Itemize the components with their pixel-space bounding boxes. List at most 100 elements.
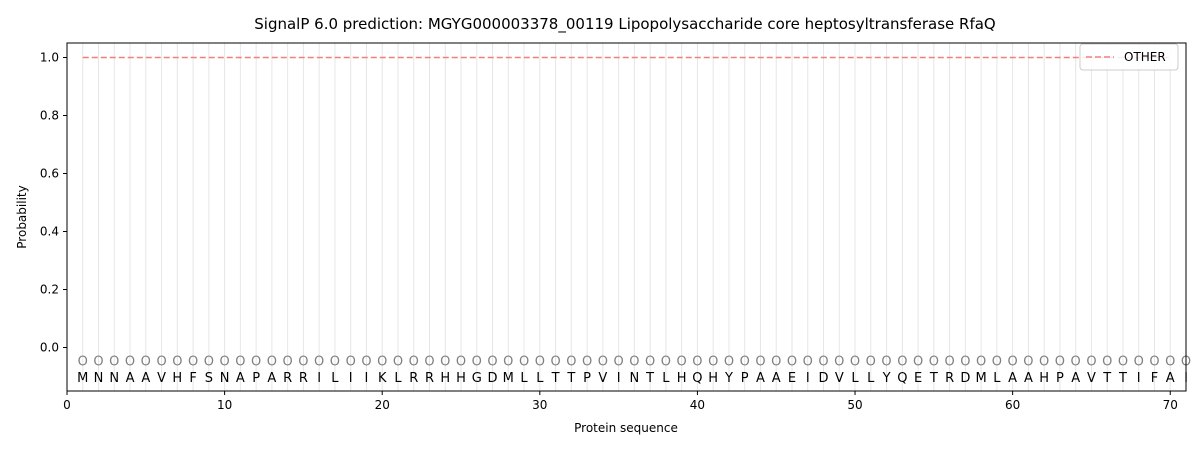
residue-label: R bbox=[409, 371, 418, 386]
residue-label: A bbox=[126, 371, 135, 386]
y-tick-label: 0.8 bbox=[40, 109, 59, 123]
region-marker: O bbox=[141, 355, 151, 370]
residue-label: D bbox=[488, 371, 498, 386]
x-tick-label: 40 bbox=[690, 398, 705, 412]
residue-label: I bbox=[617, 371, 621, 386]
region-marker: O bbox=[346, 355, 356, 370]
residue-label: N bbox=[630, 371, 640, 386]
y-axis-label: Probability bbox=[15, 185, 29, 248]
residue-label: T bbox=[566, 371, 575, 386]
region-marker: O bbox=[487, 355, 497, 370]
region-marker: O bbox=[1086, 355, 1096, 370]
x-tick-label: 10 bbox=[217, 398, 232, 412]
residue-label: M bbox=[976, 371, 987, 386]
residue-label: R bbox=[299, 371, 308, 386]
region-marker: O bbox=[787, 355, 797, 370]
residue-label: T bbox=[1102, 371, 1111, 386]
residue-label: I bbox=[317, 371, 321, 386]
region-marker: O bbox=[109, 355, 119, 370]
residue-label: H bbox=[1039, 371, 1049, 386]
region-marker: O bbox=[1165, 355, 1175, 370]
region-marker: O bbox=[1039, 355, 1049, 370]
residue-label: Q bbox=[692, 371, 702, 386]
residue-label: L bbox=[867, 371, 875, 386]
residue-label: G bbox=[472, 371, 482, 386]
region-marker: O bbox=[881, 355, 891, 370]
region-marker: O bbox=[850, 355, 860, 370]
region-marker: O bbox=[219, 355, 229, 370]
region-marker: O bbox=[629, 355, 639, 370]
region-marker: O bbox=[472, 355, 482, 370]
residue-label: A bbox=[236, 371, 245, 386]
region-marker: O bbox=[550, 355, 560, 370]
y-tick-label: 0.2 bbox=[40, 283, 59, 297]
region-marker: O bbox=[298, 355, 308, 370]
x-axis-label: Protein sequence bbox=[574, 421, 678, 435]
region-marker: O bbox=[708, 355, 718, 370]
x-axis-ticks: 0 10 20 30 40 50 60 70 bbox=[63, 391, 1178, 412]
region-marker: O bbox=[897, 355, 907, 370]
chart-title: SignalP 6.0 prediction: MGYG000003378_00… bbox=[254, 15, 995, 34]
region-marker: O bbox=[125, 355, 135, 370]
residue-label: L bbox=[993, 371, 1001, 386]
residue-label: A bbox=[141, 371, 150, 386]
residue-label: K bbox=[378, 371, 387, 386]
residue-label: P bbox=[252, 371, 260, 386]
region-marker: O bbox=[1102, 355, 1112, 370]
residue-label: V bbox=[1087, 371, 1096, 386]
y-axis-ticks: 0.0 0.2 0.4 0.6 0.8 1.0 bbox=[40, 51, 67, 355]
residue-label: M bbox=[77, 371, 88, 386]
residue-label: Y bbox=[882, 371, 891, 386]
residue-label: A bbox=[1024, 371, 1033, 386]
y-tick-label: 0.4 bbox=[40, 225, 59, 239]
residue-label: S bbox=[205, 371, 213, 386]
region-marker: O bbox=[976, 355, 986, 370]
region-marker: O bbox=[1008, 355, 1018, 370]
region-marker: O bbox=[724, 355, 734, 370]
residue-label: A bbox=[756, 371, 765, 386]
region-marker: O bbox=[645, 355, 655, 370]
residue-label: A bbox=[1166, 371, 1175, 386]
residue-label: A bbox=[772, 371, 781, 386]
residue-label: A bbox=[267, 371, 276, 386]
x-tick-label: 0 bbox=[63, 398, 71, 412]
x-tick-label: 50 bbox=[847, 398, 862, 412]
plot-frame bbox=[66, 42, 1187, 392]
region-marker: O bbox=[1071, 355, 1081, 370]
region-marker: O bbox=[598, 355, 608, 370]
residue-label: T bbox=[929, 371, 938, 386]
residue-label: P bbox=[741, 371, 749, 386]
y-tick-label: 1.0 bbox=[40, 51, 59, 65]
residue-label: E bbox=[788, 371, 796, 386]
region-marker: O bbox=[93, 355, 103, 370]
x-tick-label: 30 bbox=[532, 398, 547, 412]
region-marker: O bbox=[503, 355, 513, 370]
region-marker: O bbox=[377, 355, 387, 370]
region-marker: O bbox=[992, 355, 1002, 370]
x-tick-label: 20 bbox=[375, 398, 390, 412]
region-marker: O bbox=[519, 355, 529, 370]
residue-label: F bbox=[1151, 371, 1158, 386]
residue-label: I bbox=[1137, 371, 1141, 386]
region-marker: O bbox=[235, 355, 245, 370]
residue-label: R bbox=[945, 371, 954, 386]
region-marker: O bbox=[834, 355, 844, 370]
region-marker: O bbox=[1023, 355, 1033, 370]
residue-label: L bbox=[394, 371, 402, 386]
region-marker: O bbox=[929, 355, 939, 370]
x-tick-label: 60 bbox=[1005, 398, 1020, 412]
region-marker: O bbox=[535, 355, 545, 370]
region-marker: O bbox=[78, 355, 88, 370]
residue-label: T bbox=[1118, 371, 1127, 386]
region-marker: O bbox=[566, 355, 576, 370]
x-tick-label: 70 bbox=[1163, 398, 1178, 412]
residue-label: I bbox=[349, 371, 353, 386]
region-marker: O bbox=[172, 355, 182, 370]
region-marker: O bbox=[614, 355, 624, 370]
region-marker: O bbox=[661, 355, 671, 370]
residue-label: D bbox=[960, 371, 970, 386]
region-marker: O bbox=[314, 355, 324, 370]
